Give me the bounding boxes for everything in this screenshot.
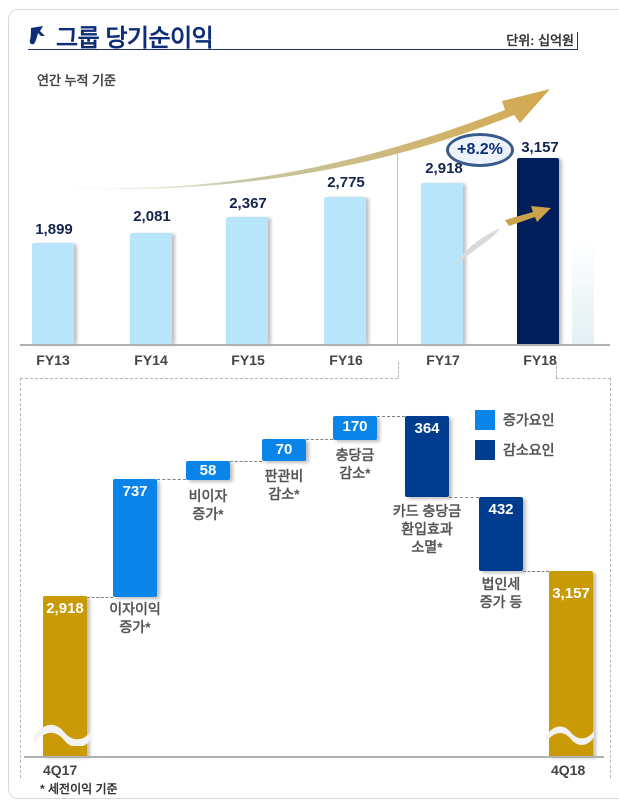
axis-break-icon xyxy=(34,725,92,746)
bracket-line xyxy=(20,378,21,778)
bar-fy14 xyxy=(130,233,172,344)
connector-line xyxy=(377,416,405,417)
bar-fy13 xyxy=(32,243,74,344)
bar-value: 70 xyxy=(275,441,293,458)
unit-label: 단위: 십억원 xyxy=(506,33,574,48)
bar-value: 2,081 xyxy=(133,208,171,225)
legend-swatch-decrease xyxy=(475,440,495,460)
bar-fy18 xyxy=(517,158,559,344)
bar-fy15 xyxy=(226,217,268,344)
legend-swatch-increase xyxy=(475,410,495,430)
category-label: FY16 xyxy=(329,352,363,368)
footnote: * 세전이익 기준 xyxy=(40,782,118,796)
bar-value: 170 xyxy=(342,418,368,435)
logo-icon xyxy=(29,26,45,45)
category-label: FY14 xyxy=(134,352,168,368)
step-label: 이자이익 증가* xyxy=(109,601,161,635)
bar-value: 2,775 xyxy=(327,174,365,191)
annual-net-income-chart: 1,899 FY13 2,081 FY14 2,367 FY15 2,775 F… xyxy=(12,80,610,380)
connector-line xyxy=(306,439,333,440)
bar-value: 58 xyxy=(199,462,217,479)
bar-non-interest xyxy=(186,461,230,480)
bar-value: 2,918 xyxy=(425,160,463,177)
x-axis xyxy=(24,756,604,758)
panel-card xyxy=(8,9,619,799)
bar-provisions xyxy=(333,416,377,440)
category-label: FY13 xyxy=(36,352,70,368)
connector-line xyxy=(157,479,186,480)
x-axis xyxy=(20,344,610,346)
bar-corporate-tax xyxy=(479,497,523,571)
bar-value: 2,367 xyxy=(229,195,267,212)
step-label: 판관비 감소* xyxy=(264,468,304,502)
bar-4q18 xyxy=(549,571,593,756)
bar-value: 364 xyxy=(414,420,440,437)
growth-rate-badge: +8.2% xyxy=(446,133,514,167)
step-label: 충당금 감소* xyxy=(335,447,375,481)
category-label: FY17 xyxy=(426,352,460,368)
bar-fy17 xyxy=(421,183,463,344)
bar-value: 2,918 xyxy=(46,600,84,617)
bar-interest-income xyxy=(113,479,157,597)
bracket-line xyxy=(610,378,611,778)
chart-subtitle: 연간 누적 기준 xyxy=(37,73,116,88)
axis-break-icon xyxy=(546,726,594,745)
step-label: 비이자 증가* xyxy=(188,488,228,522)
bar-fy16 xyxy=(324,197,366,344)
connector-line xyxy=(449,497,479,498)
bracket-line xyxy=(20,378,398,379)
bar-value: 1,899 xyxy=(35,221,73,238)
bar-sga xyxy=(262,439,306,461)
bar-value: 737 xyxy=(122,483,148,500)
category-label: 4Q18 xyxy=(551,762,586,778)
bar-value: 432 xyxy=(488,501,514,518)
bar-value: 3,157 xyxy=(552,585,590,602)
legend-increase: 증가요인 xyxy=(475,410,555,430)
fy18-shade xyxy=(572,240,594,344)
forecast-divider xyxy=(397,153,398,345)
legend-decrease: 감소요인 xyxy=(475,440,555,460)
step-label: 법인세 증가 등 xyxy=(479,576,523,610)
legend-label: 감소요인 xyxy=(503,442,555,458)
unit-divider xyxy=(577,32,578,50)
bracket-line xyxy=(556,378,611,379)
header: 그룹 당기순이익 단위: 십억원 xyxy=(28,20,578,52)
step-label: 카드 충당금 환입효과 소멸* xyxy=(392,503,462,555)
category-label: 4Q17 xyxy=(43,762,78,778)
connector-line xyxy=(230,461,262,462)
bracket-line xyxy=(556,362,557,378)
connector-line xyxy=(523,571,549,572)
bracket-line xyxy=(398,362,399,378)
growth-arrow-icon xyxy=(455,206,551,266)
category-label: FY15 xyxy=(231,352,265,368)
connector-line xyxy=(87,597,113,598)
bar-value: 3,157 xyxy=(521,139,559,156)
category-label: FY18 xyxy=(523,352,557,368)
legend-label: 증가요인 xyxy=(503,412,555,428)
page-title: 그룹 당기순이익 xyxy=(56,25,214,52)
bar-card-provision-reversal xyxy=(405,416,449,497)
